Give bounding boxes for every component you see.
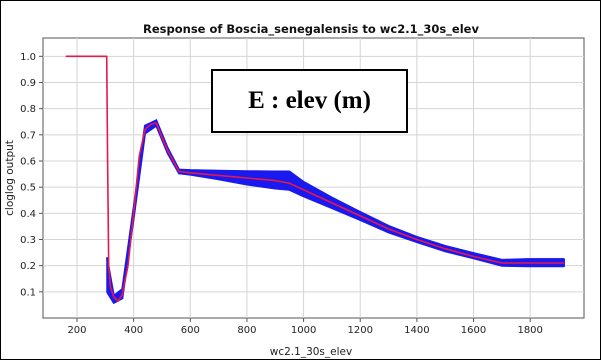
y-tick-label: 0.1 — [20, 287, 36, 298]
x-axis-label: wc2.1_30s_elev — [270, 346, 352, 358]
variation-band-lower-edge — [106, 124, 565, 305]
x-tick-label: 1600 — [461, 325, 486, 336]
variation-band — [106, 119, 565, 305]
x-tick-label: 1200 — [348, 325, 373, 336]
y-axis-label: cloglog output — [4, 140, 16, 216]
x-tick-label: 1000 — [291, 325, 316, 336]
annotation-box: E : elev (m) — [211, 69, 408, 133]
chart-title: Response of Boscia_senegalensis to wc2.1… — [143, 22, 479, 37]
variation-band-upper-edge — [106, 119, 565, 298]
y-tick-label: 0.6 — [20, 156, 36, 167]
y-tick-label: 0.8 — [20, 104, 36, 115]
annotation-text: E : elev (m) — [248, 87, 371, 114]
x-tick-label: 1400 — [404, 325, 429, 336]
y-tick-label: 0.4 — [20, 209, 36, 220]
mean-response-line — [65, 55, 565, 302]
mean-response-path — [65, 55, 565, 302]
y-tick-label: 0.9 — [20, 78, 36, 89]
x-tick-label: 200 — [67, 325, 86, 336]
y-tick-label: 0.2 — [20, 261, 36, 272]
y-tick-label: 0.5 — [20, 183, 36, 194]
x-tick-label: 1800 — [517, 325, 542, 336]
x-axis-ticks: 200 400 600 800 1000 1200 1400 1600 1800 — [67, 318, 543, 336]
x-tick-label: 800 — [237, 325, 256, 336]
x-tick-label: 600 — [181, 325, 200, 336]
y-tick-label: 1.0 — [20, 52, 36, 63]
x-tick-label: 400 — [124, 325, 143, 336]
y-tick-label: 0.7 — [20, 130, 36, 141]
y-axis-ticks: 0.1 0.2 0.3 0.4 0.5 0.6 0.7 0.8 0.9 1.0 — [20, 52, 43, 298]
y-tick-label: 0.3 — [20, 235, 36, 246]
